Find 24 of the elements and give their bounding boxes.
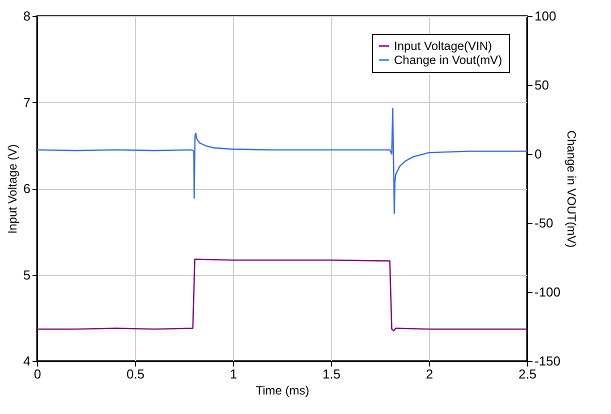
x-tick-label: 1.5 <box>322 366 341 382</box>
y-tick-label: 6 <box>23 181 30 196</box>
x-tick-label: 2 <box>426 366 434 382</box>
x-tick-label: 0 <box>34 366 42 382</box>
y-tick-label: 7 <box>23 94 30 110</box>
line-series <box>36 258 528 332</box>
y2-tick-label: 0 <box>534 146 542 162</box>
y2-axis-title: Change in VOUT(mV) <box>564 130 579 248</box>
x-tick-label: 0.5 <box>126 366 145 382</box>
x-tick-label: 1 <box>230 366 238 382</box>
y-tick-label: 8 <box>23 8 30 24</box>
y-tick-label: 4 <box>23 354 30 368</box>
legend-label: Change in Vout(mV) <box>394 53 502 67</box>
legend-label: Input Voltage(VIN) <box>394 39 492 53</box>
x-axis-title: Time (ms) <box>256 384 310 398</box>
y2-tick-label: -150 <box>534 354 561 368</box>
y2-tick-label: 100 <box>534 8 556 24</box>
y2-tick-label: -50 <box>534 216 554 230</box>
y-tick-label: 5 <box>23 267 30 282</box>
line-series <box>36 108 528 214</box>
y-axis-title: Input Voltage (V) <box>5 144 20 234</box>
x-tick-label: 2.5 <box>518 366 537 382</box>
y2-tick-label: -100 <box>534 284 561 300</box>
y2-tick-label: 50 <box>534 78 549 92</box>
